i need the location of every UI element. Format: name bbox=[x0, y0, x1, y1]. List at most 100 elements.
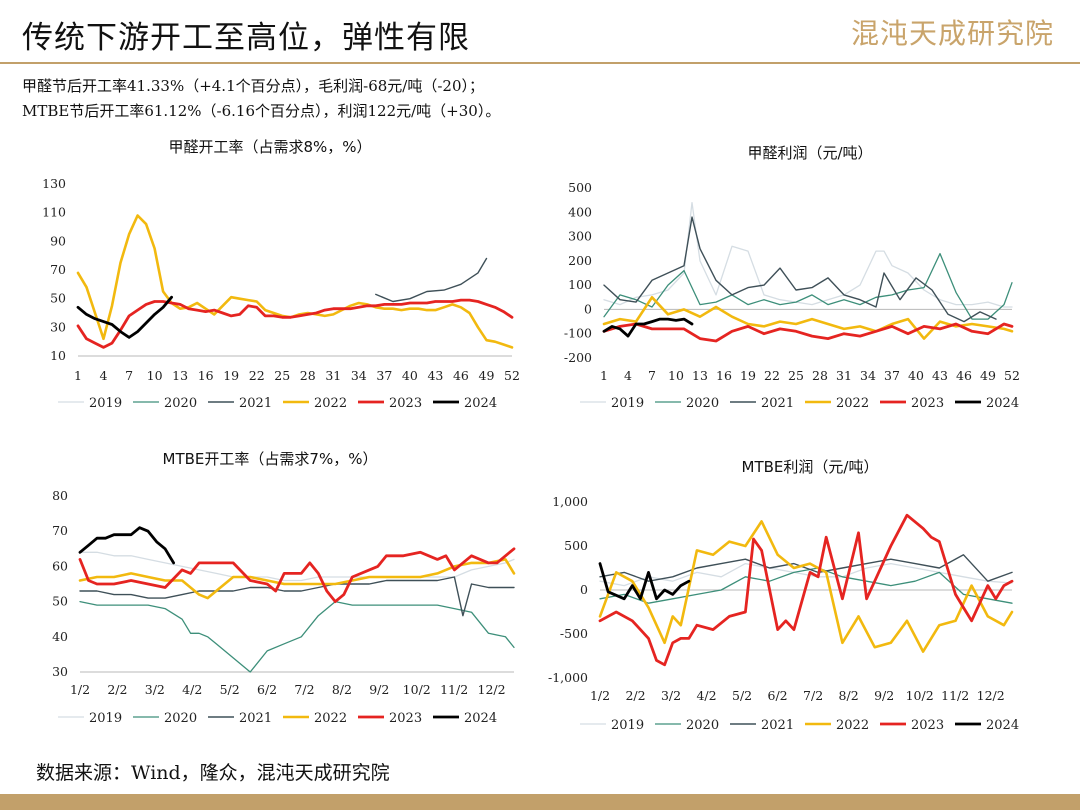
mtbe_rate-x-tick: 2/2 bbox=[107, 682, 127, 697]
mtbe_profit-series-2019 bbox=[599, 562, 1013, 587]
formaldehyde_profit-x-tick: 52 bbox=[1004, 368, 1020, 383]
formaldehyde_profit-x-tick: 16 bbox=[716, 368, 732, 383]
formaldehyde_profit-y-tick: -200 bbox=[564, 350, 592, 365]
data-source: 数据来源：Wind，隆众，混沌天成研究院 bbox=[36, 762, 390, 784]
formaldehyde_profit-y-tick: 0 bbox=[584, 301, 592, 316]
mtbe_rate-series-2019 bbox=[79, 551, 515, 582]
formaldehyde_rate-x-tick: 16 bbox=[198, 368, 214, 383]
formaldehyde_rate-x-tick: 40 bbox=[402, 368, 418, 383]
formaldehyde_rate-x-tick: 25 bbox=[274, 368, 290, 383]
formaldehyde_profit-series-2021 bbox=[603, 216, 997, 323]
formaldehyde_profit-x-tick: 31 bbox=[836, 368, 852, 383]
formaldehyde_profit-title: 甲醛利润（元/吨） bbox=[747, 144, 872, 162]
formaldehyde_rate-legend-label-2020: 2020 bbox=[164, 396, 197, 411]
summary-line-formaldehyde: 甲醛节后开工率41.33%（+4.1个百分点），毛利润-68元/吨（-20）； bbox=[22, 77, 484, 95]
mtbe_profit-y-tick: 1,000 bbox=[552, 494, 588, 509]
mtbe_rate-legend-label-2019: 2019 bbox=[89, 711, 122, 726]
formaldehyde_profit-x-tick: 46 bbox=[956, 368, 972, 383]
mtbe_profit-x-tick: 4/2 bbox=[696, 688, 716, 703]
formaldehyde_profit-legend-label-2021: 2021 bbox=[761, 396, 794, 411]
formaldehyde_profit-series-2020 bbox=[603, 252, 1013, 320]
formaldehyde_rate-x-tick: 43 bbox=[427, 368, 443, 383]
mtbe_profit-x-tick: 9/2 bbox=[874, 688, 894, 703]
footer-bar bbox=[0, 794, 1080, 810]
formaldehyde_profit-x-tick: 49 bbox=[980, 368, 996, 383]
formaldehyde_profit-x-tick: 7 bbox=[648, 368, 656, 383]
mtbe_profit-x-tick: 1/2 bbox=[590, 688, 610, 703]
formaldehyde_rate-x-tick: 7 bbox=[125, 368, 133, 383]
formaldehyde_rate-y-tick: 110 bbox=[42, 205, 66, 220]
brand-logo: 混沌天成研究院 bbox=[850, 17, 1054, 50]
mtbe_profit-x-tick: 7/2 bbox=[803, 688, 823, 703]
formaldehyde_profit-x-tick: 4 bbox=[624, 368, 632, 383]
mtbe_profit-legend-label-2024: 2024 bbox=[986, 718, 1019, 733]
formaldehyde_rate-x-tick: 10 bbox=[147, 368, 163, 383]
mtbe_profit-series-2020 bbox=[599, 567, 1013, 604]
formaldehyde_rate-series-2024 bbox=[76, 295, 174, 339]
formaldehyde_rate-x-tick: 13 bbox=[172, 368, 188, 383]
mtbe-rate-chart: MTBE开工率（占需求7%，%） 30 40 50 60 70 80 1/2 2/2 3/2 4/2… bbox=[0, 446, 540, 746]
mtbe_rate-x-tick: 5/2 bbox=[220, 682, 240, 697]
mtbe_profit-legend-label-2022: 2022 bbox=[836, 718, 869, 733]
header-divider bbox=[0, 62, 1080, 64]
mtbe_profit-legend-label-2021: 2021 bbox=[761, 718, 794, 733]
formaldehyde_profit-x-tick: 1 bbox=[600, 368, 608, 383]
mtbe_profit-x-tick: 6/2 bbox=[768, 688, 788, 703]
mtbe_rate-legend-label-2022: 2022 bbox=[314, 711, 347, 726]
mtbe_rate-series-2023 bbox=[78, 547, 516, 604]
mtbe_profit-legend-label-2023: 2023 bbox=[911, 718, 944, 733]
mtbe_rate-y-tick: 40 bbox=[52, 629, 68, 644]
mtbe_profit-x-tick: 12/2 bbox=[977, 688, 1005, 703]
formaldehyde_rate-legend-label-2019: 2019 bbox=[89, 396, 122, 411]
formaldehyde_profit-legend-label-2024: 2024 bbox=[986, 396, 1019, 411]
mtbe_rate-legend-label-2024: 2024 bbox=[464, 711, 497, 726]
mtbe_rate-title: MTBE开工率（占需求7%，%） bbox=[163, 450, 378, 468]
mtbe_rate-series-2022 bbox=[78, 558, 516, 600]
formaldehyde_rate-y-tick: 90 bbox=[50, 233, 66, 248]
formaldehyde_profit-legend-label-2020: 2020 bbox=[686, 396, 719, 411]
formaldehyde_rate-x-tick: 52 bbox=[504, 368, 520, 383]
mtbe_rate-x-tick: 6/2 bbox=[257, 682, 277, 697]
formaldehyde_rate-y-tick: 10 bbox=[50, 348, 66, 363]
formaldehyde_profit-series-2019 bbox=[603, 201, 1013, 308]
formaldehyde_profit-x-tick: 10 bbox=[668, 368, 684, 383]
formaldehyde_rate-y-tick: 50 bbox=[50, 291, 66, 306]
formaldehyde_rate-legend-label-2024: 2024 bbox=[464, 396, 497, 411]
mtbe_profit-title: MTBE利润（元/吨） bbox=[742, 458, 879, 476]
formaldehyde_rate-x-tick: 4 bbox=[100, 368, 108, 383]
mtbe_rate-x-tick: 9/2 bbox=[369, 682, 389, 697]
mtbe_rate-series-2020 bbox=[79, 600, 515, 673]
formaldehyde_rate-x-tick: 28 bbox=[300, 368, 316, 383]
mtbe_rate-x-tick: 10/2 bbox=[403, 682, 431, 697]
formaldehyde_profit-x-tick: 19 bbox=[740, 368, 756, 383]
mtbe_profit-series-2023 bbox=[598, 513, 1014, 667]
formaldehyde_rate-x-tick: 19 bbox=[223, 368, 239, 383]
mtbe_profit-legend-label-2019: 2019 bbox=[611, 718, 644, 733]
formaldehyde_profit-legend-label-2019: 2019 bbox=[611, 396, 644, 411]
formaldehyde_rate-svg: 甲醛开工率（占需求8%，%） 10 30 50 70 90 110 130 1 4 7 10 13 16 1… bbox=[42, 138, 520, 411]
mtbe-profit-chart: MTBE利润（元/吨） -1,000 -500 0 500 1,000 1/2 2/2 3/2 4… bbox=[540, 446, 1080, 746]
formaldehyde_profit-x-tick: 34 bbox=[860, 368, 876, 383]
formaldehyde_profit-series-2024 bbox=[602, 317, 694, 338]
formaldehyde_profit-y-tick: 400 bbox=[568, 204, 592, 219]
formaldehyde_rate-x-tick: 34 bbox=[351, 368, 367, 383]
formaldehyde_profit-x-tick: 28 bbox=[812, 368, 828, 383]
mtbe_profit-legend-label-2020: 2020 bbox=[686, 718, 719, 733]
formaldehyde_rate-series-2023 bbox=[76, 298, 514, 349]
formaldehyde_profit-y-tick: 500 bbox=[568, 180, 592, 195]
mtbe_rate-x-tick: 12/2 bbox=[478, 682, 506, 697]
mtbe_profit-y-tick: 0 bbox=[580, 582, 588, 597]
formaldehyde_profit-y-tick: 300 bbox=[568, 229, 592, 244]
summary-text: 甲醛节后开工率41.33%（+4.1个百分点），毛利润-68元/吨（-20）； … bbox=[22, 74, 500, 124]
mtbe_profit-x-tick: 3/2 bbox=[661, 688, 681, 703]
mtbe_profit-series-2024 bbox=[598, 562, 691, 601]
formaldehyde_profit-y-tick: -100 bbox=[564, 326, 592, 341]
formaldehyde-profit-chart: 甲醛利润（元/吨） -200 -100 0 100 200 300 400 500 1 4 7 10 13… bbox=[540, 134, 1080, 424]
formaldehyde_profit-x-tick: 43 bbox=[932, 368, 948, 383]
mtbe_profit-series-2022 bbox=[598, 520, 1014, 653]
formaldehyde_rate-y-tick: 130 bbox=[42, 176, 66, 191]
formaldehyde_rate-x-tick: 46 bbox=[453, 368, 469, 383]
formaldehyde_rate-x-tick: 31 bbox=[325, 368, 341, 383]
mtbe_rate-x-tick: 7/2 bbox=[294, 682, 314, 697]
mtbe_profit-y-tick: 500 bbox=[564, 538, 588, 553]
